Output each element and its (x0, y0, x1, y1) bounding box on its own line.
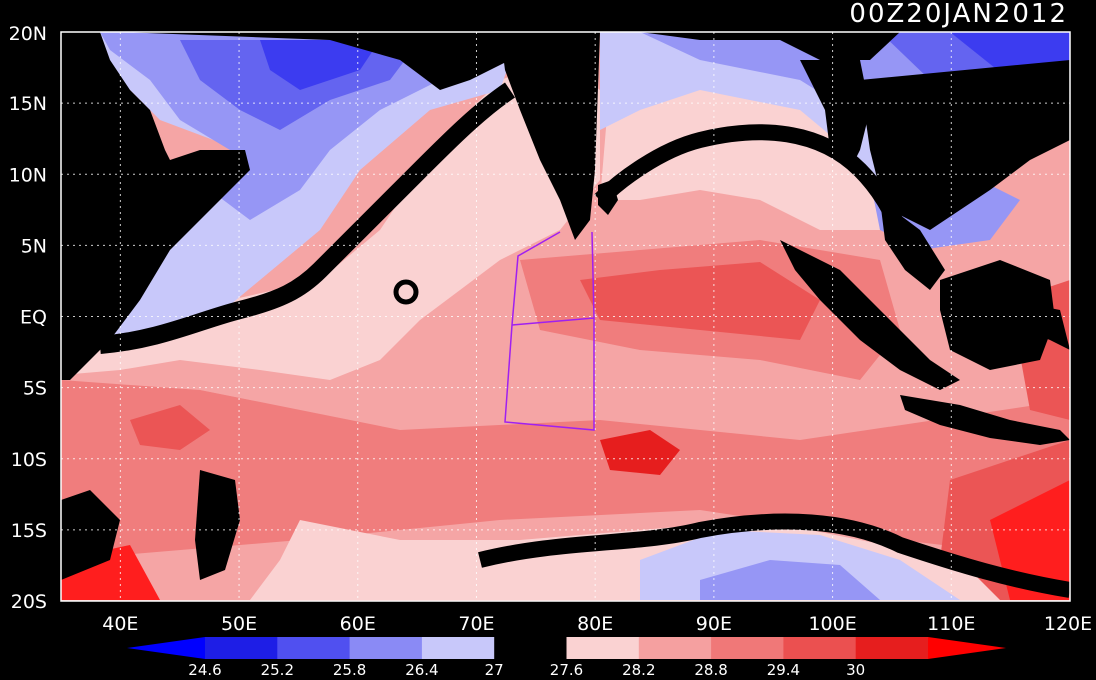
land-bangladesh (640, 32, 900, 60)
lon-tick-label: 50E (221, 613, 257, 635)
lon-tick-label: 90E (696, 613, 732, 635)
analysis-box (504, 231, 595, 431)
contour-band-bengal (594, 124, 908, 234)
lon-tick-label: 110E (927, 613, 975, 635)
land-madagascar (195, 470, 240, 580)
colorbar-segment (638, 637, 712, 659)
lat-tick-label: 20N (9, 23, 47, 45)
longitude-axis: 40E 50E 60E 70E 80E 90E 100E 110E 120E (102, 613, 1092, 635)
colorbar-label: 27.6 (550, 661, 583, 679)
lat-tick-label: 15N (9, 93, 47, 115)
colorbar-label: 30 (846, 661, 865, 679)
colorbar-segment (205, 637, 278, 659)
colorbar: 24.6 25.2 25.8 26.4 27 27.6 28.2 28.8 29.4 30 (127, 637, 1006, 679)
land-borneo (940, 260, 1055, 370)
plot-area (61, 32, 1070, 601)
lon-tick-label: 120E (1044, 613, 1092, 635)
lon-tick-label: 100E (808, 613, 856, 635)
lat-tick-label: 10S (11, 449, 47, 471)
lat-tick-label: 20S (11, 591, 47, 613)
land-malay (880, 200, 945, 290)
colorbar-segment (277, 637, 351, 659)
land-arabia-north (120, 32, 520, 90)
colorbar-segment (349, 637, 423, 659)
lat-tick-label: 5S (23, 378, 47, 400)
colorbar-segment (566, 637, 640, 659)
land-sumatra (780, 240, 960, 390)
colorbar-label: 24.6 (188, 661, 221, 679)
lon-tick-label: 80E (577, 613, 613, 635)
colorbar-lower-arrow (127, 637, 205, 659)
hot-patch-2 (130, 405, 210, 450)
cool-zone-south-2 (700, 560, 880, 600)
land-india (500, 32, 600, 240)
colorbar-label: 26.4 (405, 661, 438, 679)
lon-tick-label: 60E (340, 613, 376, 635)
contour-ring (393, 279, 419, 305)
land-sri-lanka (598, 180, 618, 215)
box-divider (511, 317, 595, 326)
colorbar-label: 29.4 (767, 661, 800, 679)
colorbar-label: 28.8 (694, 661, 727, 679)
lat-tick-label: 5N (21, 235, 47, 257)
hot-patch-1 (600, 430, 680, 475)
colorbar-upper-arrow (928, 637, 1006, 659)
lat-tick-label: 10N (9, 164, 47, 186)
colorbar-segment (711, 637, 784, 659)
colorbar-label: 28.2 (622, 661, 655, 679)
land-mozambique (61, 490, 120, 580)
lat-tick-label: 15S (11, 520, 47, 542)
colorbar-label: 25.2 (261, 661, 294, 679)
land-africa-arabia (61, 32, 250, 380)
warm-band-south (61, 380, 1070, 560)
colorbar-segment (855, 637, 929, 659)
grid-lines (61, 32, 1070, 601)
lat-tick-label: EQ (20, 307, 47, 329)
land-myanmar (800, 60, 870, 170)
colorbar-label: 25.8 (333, 661, 366, 679)
lon-tick-label: 70E (458, 613, 494, 635)
latitude-axis: 20N 15N 10N 5N EQ 5S 10S 15S 20S (9, 23, 47, 613)
colorbar-segment (421, 637, 495, 659)
cool-zone-arabian-4 (260, 40, 380, 90)
land-java (900, 395, 1070, 445)
warm-core-equator (580, 262, 820, 340)
contour-band-arabian (99, 82, 516, 354)
lon-tick-label: 40E (102, 613, 138, 635)
plot-frame (60, 31, 1071, 602)
colorbar-segment (783, 637, 857, 659)
pale-zone-arabian (61, 60, 600, 380)
land-sulawesi (1010, 300, 1070, 350)
colorbar-segment (494, 637, 567, 659)
land-indochina (860, 60, 1070, 230)
colorbar-label: 27 (485, 661, 504, 679)
timestamp-label: 00Z20JAN2012 (849, 0, 1068, 29)
